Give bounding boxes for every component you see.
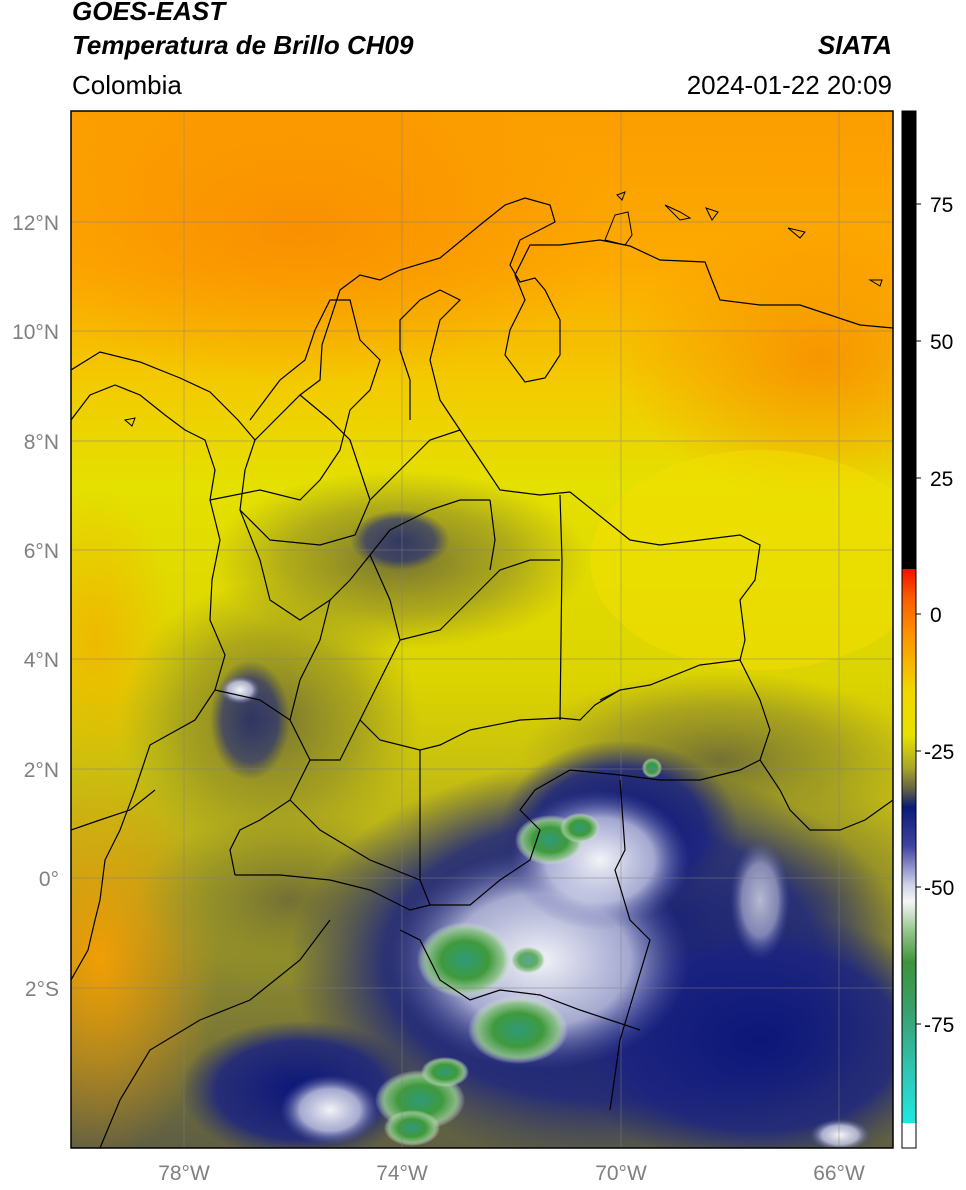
islands — [123, 191, 883, 427]
colorbar-tick-label: -25 — [924, 741, 954, 764]
lon-label: 74°W — [376, 1162, 428, 1185]
colorbar-tick-label: 0 — [930, 604, 942, 627]
longitude-labels: 78°W 74°W 70°W 66°W — [158, 1162, 865, 1185]
lon-label: 78°W — [158, 1162, 210, 1185]
colorbar-black-segment — [902, 111, 916, 569]
graticule — [71, 111, 893, 1148]
map-border — [70, 110, 894, 1149]
colorbar-gradient — [902, 569, 916, 1123]
colorbar-tick-label: -75 — [924, 1014, 954, 1037]
country-boundaries — [71, 197, 893, 1148]
colorbar-tick-label: 50 — [930, 331, 953, 354]
latitude-labels: 12°N 10°N 8°N 6°N 4°N 2°N 0° 2°S — [12, 212, 59, 1001]
lat-label: 2°N — [24, 759, 59, 782]
product-title: Temperatura de Brillo CH09 — [72, 30, 414, 60]
colorbar-tick-label: 75 — [930, 194, 953, 217]
brightness-temperature-field — [71, 111, 893, 1148]
region-label: Colombia — [72, 70, 182, 100]
lon-label: 66°W — [813, 1162, 865, 1185]
colorbar: 75 50 25 0 -25 -50 -75 — [901, 110, 954, 1149]
lat-label: 4°N — [24, 649, 59, 672]
lat-label: 6°N — [24, 540, 59, 563]
colorbar-tick-label: -50 — [924, 877, 954, 900]
lat-label: 8°N — [24, 431, 59, 454]
colorbar-white-segment — [902, 1123, 916, 1148]
agency-label: SIATA — [817, 30, 892, 60]
colorbar-border — [901, 110, 917, 1149]
datetime-label: 2024-01-22 20:09 — [686, 70, 892, 100]
satellite-title: GOES-EAST — [72, 0, 226, 26]
lat-label: 0° — [39, 868, 59, 891]
lon-label: 70°W — [595, 1162, 647, 1185]
lat-label: 2°S — [25, 978, 59, 1001]
lat-label: 12°N — [12, 212, 59, 235]
colorbar-tick-label: 25 — [930, 468, 953, 491]
lat-label: 10°N — [12, 321, 59, 344]
